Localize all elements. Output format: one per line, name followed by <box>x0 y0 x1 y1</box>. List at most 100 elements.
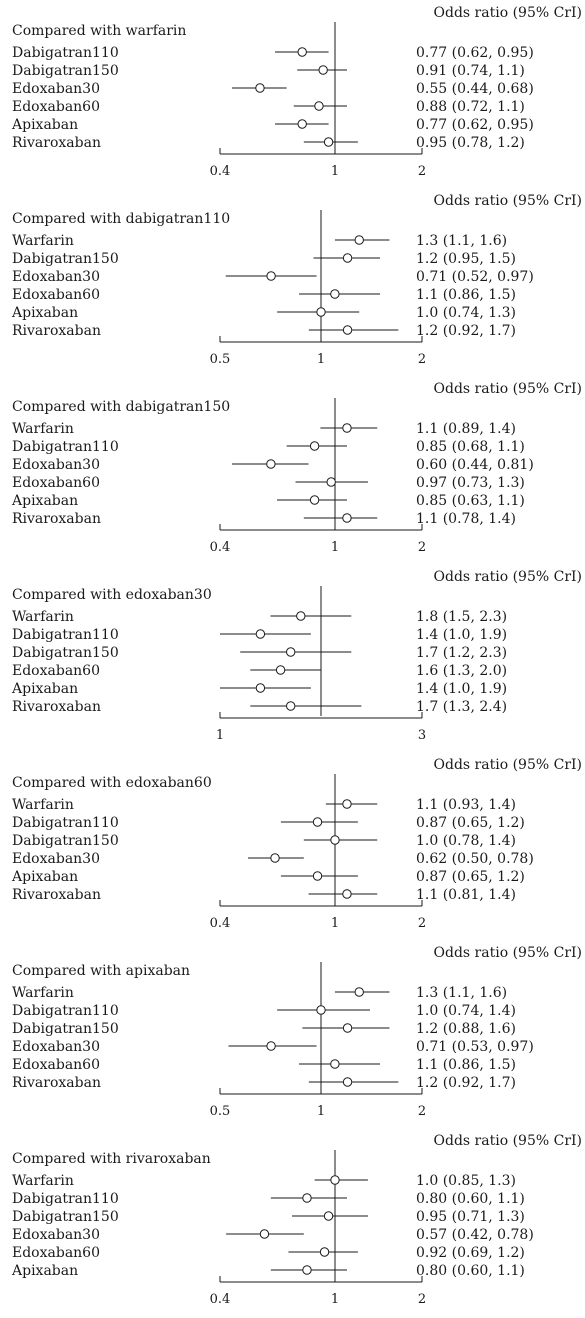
row-label: Rivaroxaban <box>12 1075 101 1091</box>
row-label: Dabigatran150 <box>12 1209 119 1225</box>
panel-title: Compared with dabigatran110 <box>12 211 230 227</box>
or-value-text: 0.85 (0.63, 1.1) <box>416 493 525 509</box>
row-label: Apixaban <box>11 117 78 133</box>
point-estimate <box>302 1193 312 1203</box>
or-column-header: Odds ratio (95% CrI) <box>434 1133 582 1149</box>
point-estimate <box>266 459 276 469</box>
row-label: Apixaban <box>11 493 78 509</box>
row-label: Edoxaban60 <box>12 1245 100 1261</box>
row-label: Dabigatran110 <box>12 1191 119 1207</box>
panel-title: Compared with warfarin <box>12 23 186 39</box>
or-value-text: 1.0 (0.85, 1.3) <box>416 1173 516 1189</box>
point-estimate <box>323 1211 334 1221</box>
row-label: Dabigatran110 <box>12 45 119 61</box>
point-estimate <box>316 307 326 317</box>
point-estimate <box>342 889 352 899</box>
row-label: Dabigatran150 <box>12 833 119 849</box>
or-value-text: 0.91 (0.74, 1.1) <box>416 63 525 79</box>
point-estimate <box>318 65 328 75</box>
point-estimate <box>309 441 320 451</box>
point-estimate <box>330 835 340 845</box>
point-estimate <box>255 629 266 639</box>
or-value-text: 0.80 (0.60, 1.1) <box>416 1263 525 1279</box>
point-estimate <box>297 119 307 129</box>
x-tick-label: 2 <box>418 1292 426 1307</box>
panel-title: Compared with dabigatran150 <box>12 399 230 415</box>
or-column-header: Odds ratio (95% CrI) <box>434 381 582 397</box>
or-value-text: 1.3 (1.1, 1.6) <box>416 985 507 1001</box>
or-value-text: 0.92 (0.69, 1.2) <box>416 1245 525 1261</box>
or-value-text: 0.95 (0.71, 1.3) <box>416 1209 525 1225</box>
forest-panel: Odds ratio (95% CrI) Compared with dabiga… <box>11 193 582 367</box>
x-tick-label: 0.4 <box>210 540 231 555</box>
point-estimate <box>286 647 296 657</box>
x-tick-label: 0.4 <box>210 1292 231 1307</box>
row-label: Dabigatran150 <box>12 63 119 79</box>
or-value-text: 1.2 (0.92, 1.7) <box>416 323 516 339</box>
point-estimate <box>354 987 364 997</box>
point-estimate <box>323 137 334 147</box>
or-value-text: 0.55 (0.44, 0.68) <box>416 81 534 97</box>
or-value-text: 1.0 (0.74, 1.3) <box>416 305 516 321</box>
row-label: Warfarin <box>12 609 74 625</box>
or-value-text: 0.95 (0.78, 1.2) <box>416 135 525 151</box>
or-value-text: 1.1 (0.89, 1.4) <box>416 421 516 437</box>
x-tick-label: 0.5 <box>210 352 231 367</box>
point-estimate <box>330 1175 340 1185</box>
point-estimate <box>302 1265 312 1275</box>
or-value-text: 0.71 (0.52, 0.97) <box>416 269 534 285</box>
row-label: Edoxaban60 <box>12 663 100 679</box>
or-value-text: 1.2 (0.95, 1.5) <box>416 251 516 267</box>
point-estimate <box>259 1229 270 1239</box>
panel-title: Compared with edoxaban60 <box>12 775 212 791</box>
row-label: Rivaroxaban <box>12 323 101 339</box>
row-label: Apixaban <box>11 869 78 885</box>
point-estimate <box>266 1041 276 1051</box>
row-label: Dabigatran110 <box>12 1003 119 1019</box>
panel-title: Compared with apixaban <box>12 963 190 979</box>
point-estimate <box>314 101 324 111</box>
or-column-header: Odds ratio (95% CrI) <box>434 193 582 209</box>
point-estimate <box>330 1059 340 1069</box>
or-value-text: 1.8 (1.5, 2.3) <box>416 609 507 625</box>
x-tick-label: 0.4 <box>210 916 231 931</box>
row-label: Apixaban <box>11 305 78 321</box>
row-label: Apixaban <box>11 681 78 697</box>
point-estimate <box>342 423 352 433</box>
or-value-text: 1.0 (0.74, 1.4) <box>416 1003 516 1019</box>
x-tick-label: 1 <box>331 540 339 555</box>
point-estimate <box>342 799 352 809</box>
or-value-text: 1.1 (0.81, 1.4) <box>416 887 516 903</box>
row-label: Warfarin <box>12 797 74 813</box>
or-value-text: 1.3 (1.1, 1.6) <box>416 233 507 249</box>
row-label: Dabigatran150 <box>12 1021 119 1037</box>
row-label: Edoxaban30 <box>12 1227 100 1243</box>
point-estimate <box>342 253 353 263</box>
point-estimate <box>309 495 320 505</box>
panel-title: Compared with edoxaban30 <box>12 587 212 603</box>
x-tick-label: 1 <box>216 728 224 743</box>
or-column-header: Odds ratio (95% CrI) <box>434 5 582 21</box>
row-label: Rivaroxaban <box>12 887 101 903</box>
or-value-text: 1.1 (0.86, 1.5) <box>416 287 516 303</box>
or-value-text: 0.80 (0.60, 1.1) <box>416 1191 525 1207</box>
x-tick-label: 3 <box>418 728 426 743</box>
or-column-header: Odds ratio (95% CrI) <box>434 945 582 961</box>
row-label: Dabigatran110 <box>12 439 119 455</box>
or-value-text: 0.88 (0.72, 1.1) <box>416 99 525 115</box>
point-estimate <box>312 871 323 881</box>
panel-title: Compared with rivaroxaban <box>12 1151 211 1167</box>
row-label: Edoxaban60 <box>12 1057 100 1073</box>
point-estimate <box>319 1247 330 1257</box>
row-label: Edoxaban30 <box>12 457 100 473</box>
point-estimate <box>296 611 306 621</box>
x-tick-label: 1 <box>331 164 339 179</box>
x-tick-label: 1 <box>331 1292 339 1307</box>
or-value-text: 0.57 (0.42, 0.78) <box>416 1227 534 1243</box>
or-value-text: 1.6 (1.3, 2.0) <box>416 663 507 679</box>
or-value-text: 1.2 (0.88, 1.6) <box>416 1021 516 1037</box>
forest-panel: Odds ratio (95% CrI) Compared with dabiga… <box>11 381 582 555</box>
or-value-text: 1.4 (1.0, 1.9) <box>416 627 507 643</box>
row-label: Rivaroxaban <box>12 135 101 151</box>
